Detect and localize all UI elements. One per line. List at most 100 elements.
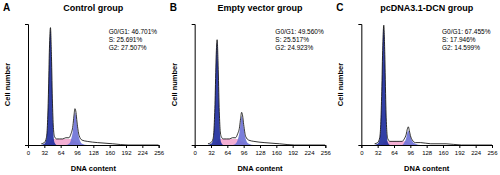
title: Control group: [63, 3, 123, 13]
x-tick-label: 256: [487, 150, 498, 156]
x-tick: 192: [121, 145, 132, 156]
x-tick: 256: [154, 145, 165, 156]
x-axis-line: [29, 146, 160, 149]
x-tick-mark: [394, 145, 395, 148]
x-tick-label: 0: [360, 150, 364, 156]
x-tick-mark: [244, 145, 245, 148]
phase-annotation: G0/G1: 49.560%: [275, 28, 324, 35]
x-tick-label: 160: [105, 150, 116, 156]
x-tick: 192: [288, 145, 299, 156]
x-tick-mark: [110, 145, 111, 148]
x-tick-mark: [427, 145, 428, 148]
x-tick: 160: [438, 145, 449, 156]
x-tick-label: 0: [27, 150, 31, 156]
phase-annotation: G2: 14.599%: [442, 44, 480, 51]
y-axis-title: Cell number: [3, 63, 12, 106]
x-tick-label: 256: [154, 150, 165, 156]
x-axis: 0 32 64 96 128 160 192 224 256: [360, 145, 498, 156]
fit-area: [41, 139, 158, 145]
phase-annotation: G2: 24.923%: [275, 44, 313, 51]
x-tick: 0: [27, 145, 31, 156]
x-tick-mark: [126, 145, 127, 148]
x-axis-title: DNA content: [71, 164, 117, 173]
y-axis: [25, 25, 29, 146]
x-tick-label: 160: [438, 150, 449, 156]
x-tick-label: 192: [121, 150, 132, 156]
fit-area: [375, 130, 492, 145]
x-tick-label: 96: [241, 150, 248, 156]
x-tick-label: 32: [375, 150, 382, 156]
x-tick-mark: [142, 145, 143, 148]
x-tick-label: 128: [89, 150, 100, 156]
x-axis-title: DNA content: [404, 164, 450, 173]
x-tick-mark: [459, 145, 460, 148]
x-axis: 0326496128160192224256: [193, 145, 331, 156]
panel: 0326496128160192224256BEmpty vector grou…: [170, 2, 332, 173]
panel: 0326496128160192224256CpcDNA3.1-DCN grou…: [336, 2, 498, 173]
plot-marks: [208, 40, 325, 145]
x-tick-label: 224: [471, 150, 482, 156]
x-tick: 96: [241, 145, 248, 156]
x-tick: 128: [422, 145, 433, 156]
x-tick-mark: [410, 145, 411, 148]
panel-label: C: [336, 2, 343, 13]
y-axis-line: [192, 25, 196, 146]
x-tick-label: 224: [304, 150, 315, 156]
x-tick-mark: [325, 145, 326, 148]
x-tick-mark: [211, 145, 212, 148]
x-tick: 96: [74, 145, 81, 156]
title: Empty vector group: [217, 3, 303, 13]
x-tick-mark: [77, 145, 78, 148]
x-tick-label: 160: [272, 150, 283, 156]
x-tick-mark: [276, 145, 277, 148]
y-axis-line: [25, 25, 29, 146]
x-tick: 32: [375, 145, 382, 156]
y-axis-title: Cell number: [170, 63, 179, 106]
x-tick-mark: [93, 145, 94, 148]
x-tick-mark: [309, 145, 310, 148]
x-tick: 64: [391, 145, 398, 156]
x-tick-mark: [443, 145, 444, 148]
x-tick: 0: [193, 145, 197, 156]
figure: 0 32 64 96 128 160 192 224 256 A Control group Cell…: [0, 0, 500, 175]
x-tick: 128: [89, 145, 100, 156]
x-tick-label: 32: [208, 150, 215, 156]
histogram-line: [375, 25, 492, 145]
plot-marks: [41, 28, 158, 145]
x-tick-mark: [61, 145, 62, 148]
panel-label: A: [3, 2, 10, 13]
phase-annotation: S: 25.517%: [275, 36, 309, 43]
x-tick-label: 192: [288, 150, 299, 156]
phase-annotation: G2: 27.507%: [109, 44, 147, 51]
x-tick: 224: [471, 145, 482, 156]
x-tick-mark: [378, 145, 379, 148]
x-tick: 32: [208, 145, 215, 156]
x-axis: 0326496128160192224256: [27, 145, 165, 156]
x-tick-mark: [476, 145, 477, 148]
phase-annotation: G0/G1: 67.455%: [442, 28, 491, 35]
panel-label: B: [170, 2, 177, 13]
x-tick-mark: [492, 145, 493, 148]
x-tick-label: 64: [224, 150, 231, 156]
panel: 0326496128160192224256AControl groupCell…: [3, 2, 165, 173]
fit-area: [41, 30, 158, 145]
x-tick: 64: [224, 145, 231, 156]
fit-area: [208, 116, 325, 145]
plot-marks: [375, 25, 492, 145]
fit-area: [208, 139, 325, 145]
x-tick-label: 32: [41, 150, 48, 156]
x-tick: 224: [304, 145, 315, 156]
x-tick: 256: [487, 145, 498, 156]
x-tick: 160: [105, 145, 116, 156]
x-tick: 192: [455, 145, 466, 156]
x-tick: 0: [360, 145, 364, 156]
x-axis-line: [195, 146, 326, 149]
y-axis-line: [358, 25, 362, 146]
x-tick: 160: [272, 145, 283, 156]
y-axis: [358, 25, 362, 146]
x-tick-label: 64: [391, 150, 398, 156]
y-axis: [192, 25, 196, 146]
x-tick: 96: [407, 145, 414, 156]
x-tick-label: 128: [422, 150, 433, 156]
fit-area: [375, 141, 492, 145]
